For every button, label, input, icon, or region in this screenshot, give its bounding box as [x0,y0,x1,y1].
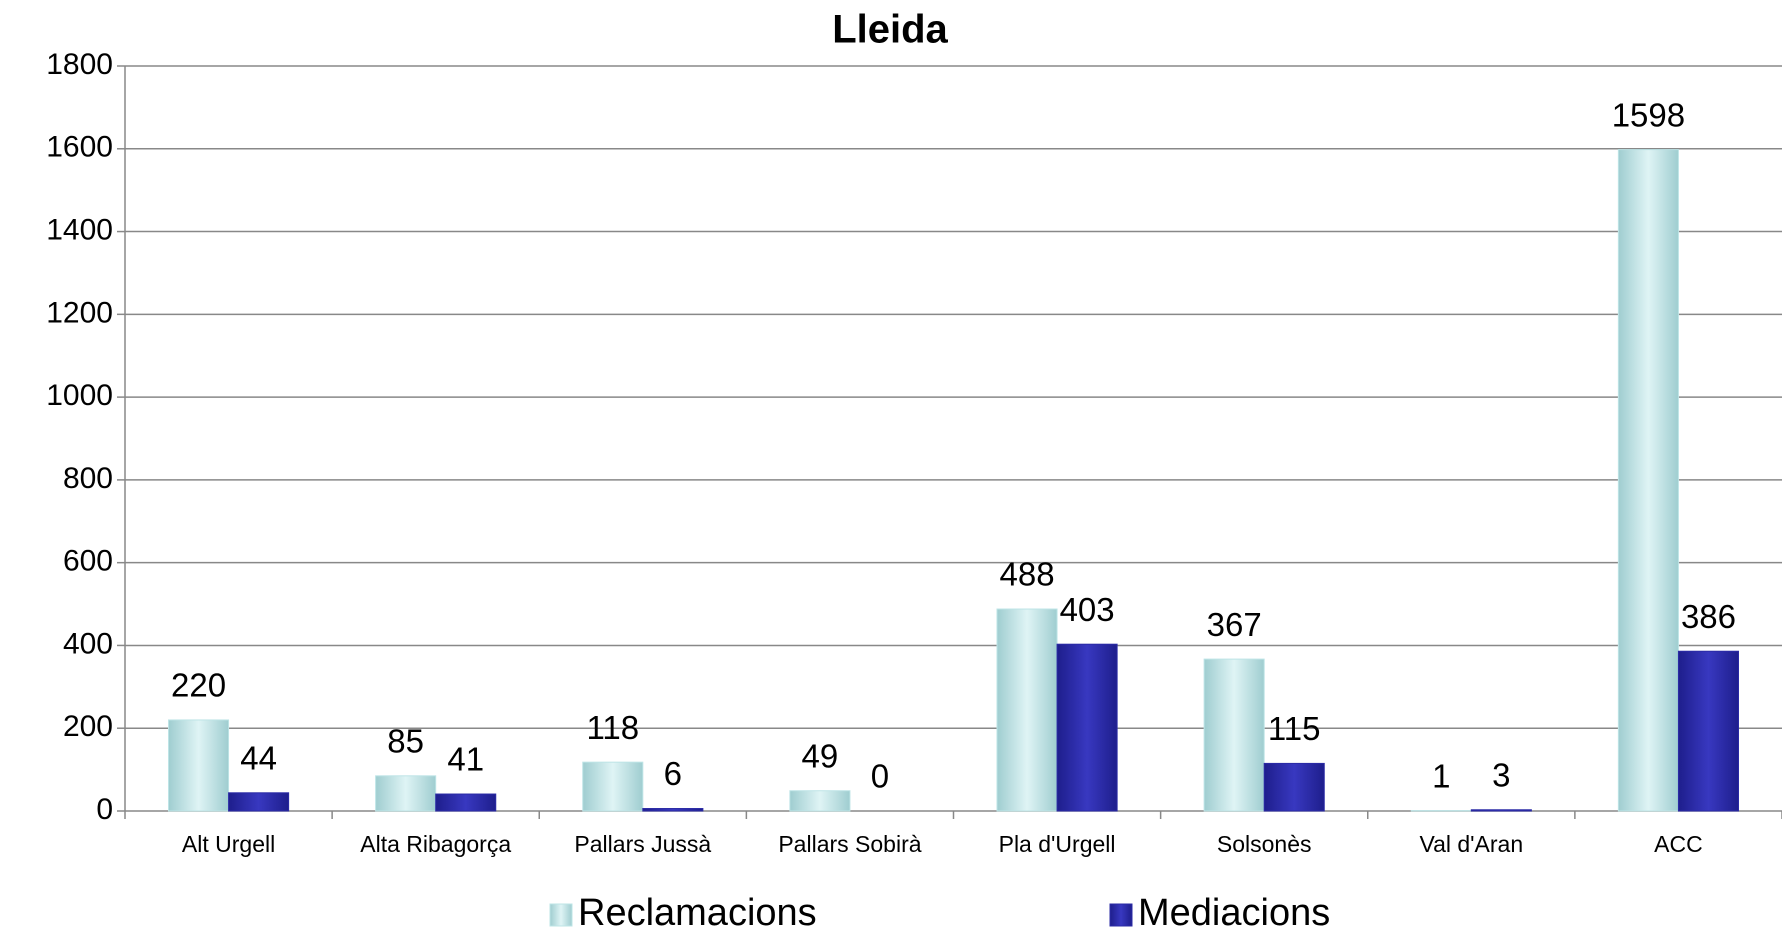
x-tick-label: Val d'Aran [1419,831,1523,857]
value-label: 0 [871,758,889,795]
chart-title: Lleida [832,8,948,52]
value-label: 6 [664,755,682,792]
y-tick-label: 200 [63,710,113,743]
bar [435,793,497,812]
bar [1203,658,1265,812]
bar [375,775,437,812]
value-label: 1 [1432,757,1450,794]
bar [996,608,1058,812]
legend-swatch [1109,903,1133,927]
value-label: 488 [999,556,1054,593]
x-tick-label: ACC [1654,831,1703,857]
value-label: 386 [1681,598,1736,635]
x-tick-label: Pallars Sobirà [778,831,921,857]
legend-swatch [549,903,573,927]
legend-label: Reclamacions [578,892,817,933]
value-label: 220 [171,667,226,704]
y-tick-label: 400 [63,627,113,660]
bar [1677,650,1740,812]
value-label: 118 [586,709,639,746]
value-label: 3 [1492,756,1510,793]
x-tick-label: Alt Urgell [182,831,275,857]
value-label: 49 [802,737,839,774]
bar [1470,809,1532,812]
x-tick-label: Pla d'Urgell [999,831,1116,857]
x-tick-label: Alta Ribagorça [360,831,511,857]
legend-label: Mediacions [1138,892,1330,933]
value-label: 403 [1060,591,1115,628]
bar [642,808,704,812]
x-tick-label: Pallars Jussà [574,831,711,857]
value-label: 1598 [1612,96,1685,133]
x-tick-label: Solsonès [1217,831,1312,857]
bar [1617,149,1679,812]
y-tick-label: 1800 [46,48,113,81]
value-label: 44 [240,740,277,777]
y-tick-label: 600 [63,545,113,578]
bar [582,761,644,812]
y-tick-label: 1400 [46,213,113,246]
bar [167,719,230,812]
y-tick-label: 800 [63,462,113,495]
y-tick-label: 1000 [46,379,113,412]
bar [1263,762,1325,812]
y-tick-label: 0 [96,793,113,826]
value-label: 41 [447,741,484,778]
bar [228,792,290,812]
value-label: 367 [1207,606,1262,643]
value-label: 115 [1268,710,1321,747]
bar [1056,643,1118,812]
bar [789,790,851,812]
y-tick-label: 1600 [46,131,113,164]
y-tick-label: 1200 [46,296,113,329]
value-label: 85 [387,723,424,760]
